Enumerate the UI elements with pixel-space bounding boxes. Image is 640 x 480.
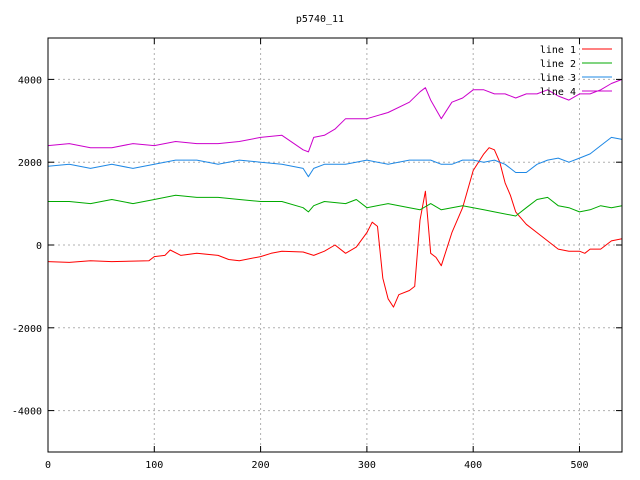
y-tick-label: 2000 <box>18 158 42 169</box>
series-line-4 <box>47 78 623 153</box>
legend-label: line 3 <box>540 73 576 84</box>
chart-title: p5740_11 <box>296 14 344 25</box>
series-line-2 <box>48 194 623 217</box>
y-tick-label: -2000 <box>12 324 42 335</box>
series-line-3 <box>47 136 623 178</box>
series-line-1 <box>47 147 623 308</box>
y-tick-label: 4000 <box>18 75 42 86</box>
y-tick-label: 0 <box>36 241 42 252</box>
x-tick-label: 200 <box>252 460 270 471</box>
legend: line 1 line 2 line 3 line 4 <box>540 45 612 98</box>
x-tick-label: 100 <box>145 460 163 471</box>
x-tick-label: 300 <box>358 460 376 471</box>
x-tick-label: 400 <box>464 460 482 471</box>
data-series <box>47 78 623 308</box>
axis-ticks: 0 100 200 300 400 500 -4000 -2000 0 2000 4000 <box>12 38 622 471</box>
legend-label: line 4 <box>540 87 576 98</box>
legend-label: line 1 <box>540 45 576 56</box>
legend-label: line 2 <box>540 59 576 70</box>
y-tick-label: -4000 <box>12 407 42 418</box>
x-tick-label: 500 <box>570 460 588 471</box>
x-tick-label: 0 <box>45 460 51 471</box>
